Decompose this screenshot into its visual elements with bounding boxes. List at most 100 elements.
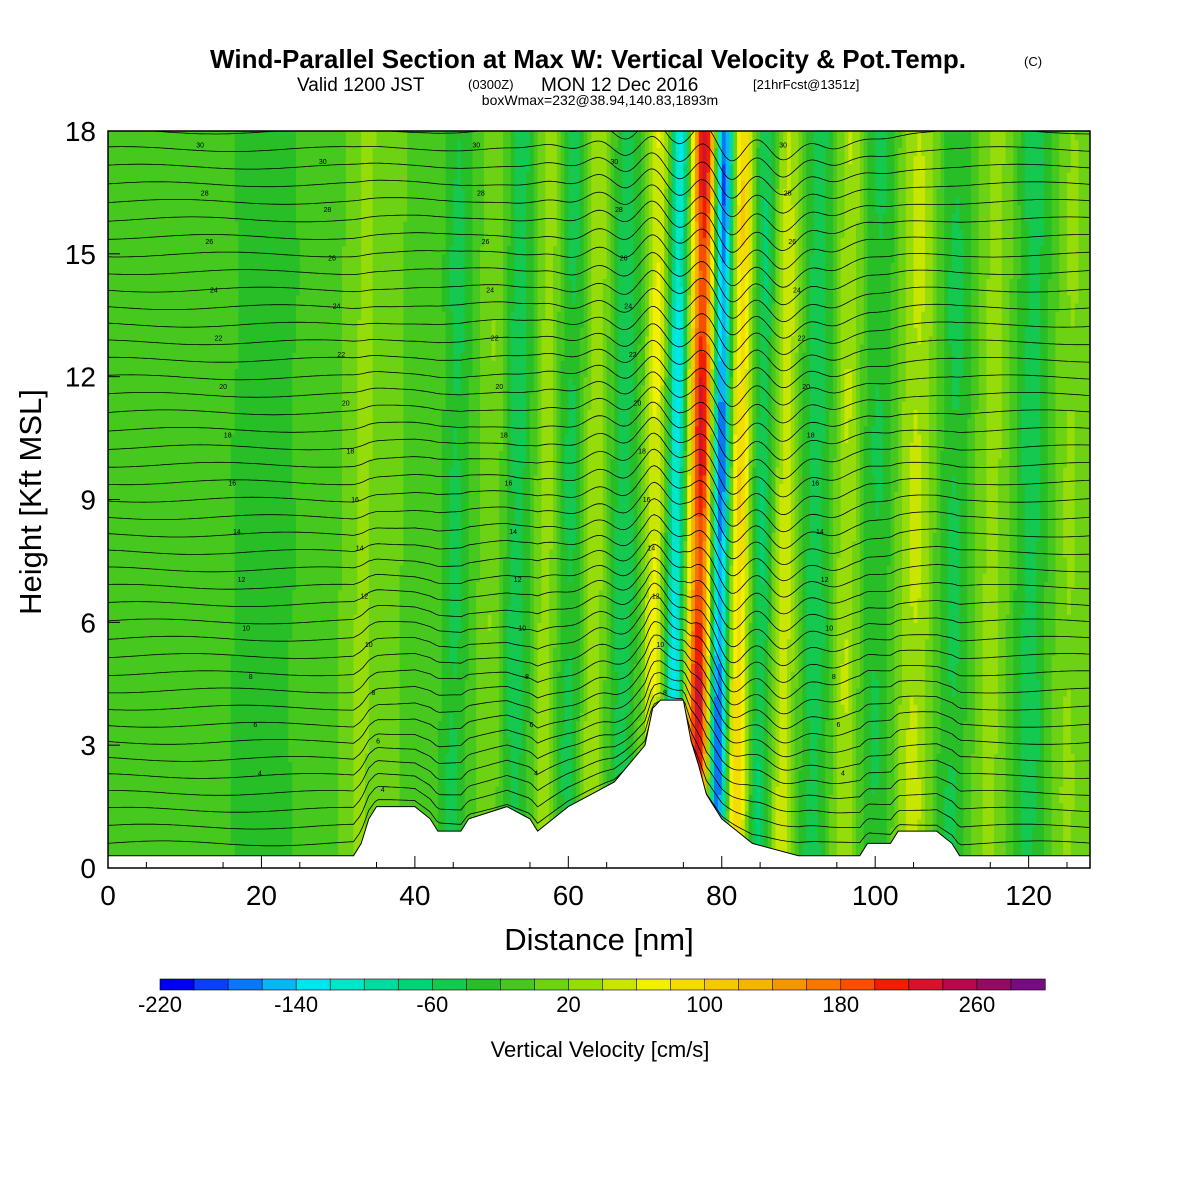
velocity-cell (533, 777, 539, 787)
velocity-cell (203, 777, 209, 787)
velocity-cell (165, 777, 170, 787)
velocity-cell (341, 761, 347, 771)
velocity-cell (994, 736, 999, 746)
velocity-cell (986, 777, 991, 787)
velocity-cell (802, 769, 807, 779)
velocity-cell (1074, 802, 1080, 812)
velocity-cell (384, 712, 389, 722)
velocity-cell (311, 777, 316, 787)
velocity-cell (821, 720, 826, 730)
velocity-cell (272, 761, 278, 771)
velocity-cell (215, 827, 220, 836)
velocity-cell (591, 745, 596, 754)
velocity-cell (775, 761, 780, 771)
velocity-cell (740, 818, 746, 828)
velocity-cell (514, 720, 520, 730)
velocity-cell (936, 753, 941, 763)
velocity-cell (1032, 761, 1037, 771)
velocity-cell (963, 777, 968, 787)
velocity-cell (449, 712, 454, 722)
velocity-cell (464, 802, 470, 812)
velocity-cell (622, 745, 627, 754)
velocity-cell (763, 753, 769, 763)
subtitle-date: MON 12 Dec 2016 (541, 75, 698, 96)
velocity-cell (844, 769, 849, 779)
velocity-cell (606, 777, 612, 787)
velocity-cell (1043, 786, 1049, 795)
velocity-cell (786, 802, 792, 812)
velocity-cell (967, 736, 972, 746)
velocity-cell (714, 728, 719, 738)
velocity-cell (261, 761, 266, 771)
velocity-cell (564, 728, 569, 738)
velocity-cell (177, 712, 182, 722)
velocity-cell (434, 753, 439, 763)
velocity-cell (334, 704, 339, 714)
velocity-cell (403, 777, 408, 787)
velocity-cell (836, 753, 842, 763)
velocity-cell (1059, 712, 1064, 722)
velocity-cell (146, 728, 151, 738)
velocity-cell (928, 802, 934, 812)
velocity-cell (1036, 810, 1041, 820)
velocity-cell (334, 745, 339, 754)
velocity-cell (748, 835, 754, 845)
velocity-cell (1066, 745, 1072, 754)
velocity-cell (353, 769, 358, 779)
velocity-cell (460, 720, 466, 730)
velocity-cell (840, 777, 846, 787)
velocity-cell (821, 786, 826, 795)
velocity-cell (844, 786, 849, 795)
velocity-cell (154, 810, 159, 820)
velocity-cell (944, 786, 949, 795)
velocity-cell (299, 753, 305, 763)
velocity-cell (1005, 769, 1011, 779)
velocity-cell (418, 745, 424, 754)
velocity-cell (111, 761, 117, 771)
velocity-cell (529, 720, 535, 730)
velocity-cell (802, 827, 807, 836)
velocity-cell (786, 769, 792, 779)
velocity-cell (207, 704, 213, 714)
velocity-cell (809, 786, 815, 795)
velocity-cell (618, 753, 623, 763)
velocity-cell (295, 777, 301, 787)
velocity-cell (230, 835, 236, 845)
velocity-cell (315, 728, 320, 738)
velocity-cell (760, 753, 765, 763)
velocity-cell (184, 835, 190, 845)
velocity-cell (1040, 736, 1045, 746)
velocity-cell (434, 712, 439, 722)
velocity-cell (388, 761, 393, 771)
subtitle-valid: Valid 1200 JST (297, 75, 425, 96)
velocity-cell (226, 786, 232, 795)
velocity-cell (272, 745, 278, 754)
velocity-cell (108, 818, 113, 828)
velocity-cell (142, 728, 147, 738)
velocity-cell (146, 786, 151, 795)
velocity-cell (706, 753, 711, 763)
velocity-cell (591, 769, 596, 779)
velocity-cell (917, 777, 922, 787)
velocity-cell (449, 802, 454, 812)
velocity-cell (844, 794, 849, 804)
velocity-cell (299, 704, 305, 714)
velocity-cell (249, 761, 255, 771)
velocity-cell (495, 786, 500, 795)
velocity-cell (829, 818, 834, 828)
velocity-cell (426, 745, 431, 754)
velocity-cell (311, 769, 316, 779)
velocity-cell (154, 769, 159, 779)
velocity-cell (115, 712, 121, 722)
velocity-cell (533, 810, 539, 820)
velocity-cell (840, 835, 846, 845)
velocity-cell (299, 736, 305, 746)
velocity-cell (740, 777, 746, 787)
velocity-cell (499, 745, 504, 754)
velocity-cell (242, 794, 247, 804)
velocity-cell (959, 818, 965, 828)
velocity-cell (165, 761, 170, 771)
velocity-cell (744, 745, 750, 754)
velocity-cell (311, 761, 316, 771)
velocity-cell (487, 794, 493, 804)
